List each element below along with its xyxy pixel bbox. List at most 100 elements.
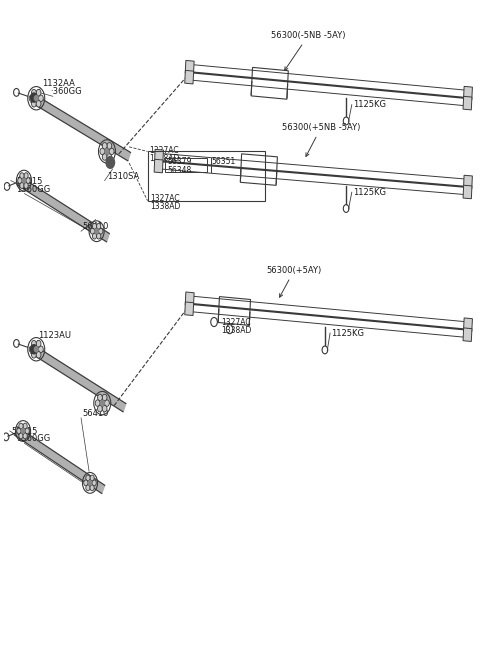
Text: 1132AA: 1132AA [42, 79, 75, 89]
Text: 1310SA: 1310SA [107, 171, 139, 181]
Circle shape [92, 480, 96, 486]
Circle shape [19, 423, 23, 429]
Circle shape [99, 228, 103, 234]
Polygon shape [185, 60, 194, 74]
Text: 56300(-5NB -5AY): 56300(-5NB -5AY) [271, 31, 346, 70]
Text: 56348: 56348 [168, 166, 192, 175]
Text: ·360GG: ·360GG [50, 87, 82, 97]
Text: 56300(+5NB -5AY): 56300(+5NB -5AY) [282, 123, 360, 156]
Polygon shape [154, 159, 163, 173]
Circle shape [97, 405, 102, 412]
Circle shape [90, 228, 95, 234]
Circle shape [19, 433, 23, 439]
Text: 1338AD: 1338AD [221, 326, 252, 335]
Circle shape [86, 485, 90, 491]
Circle shape [100, 401, 104, 405]
Text: 56410: 56410 [82, 222, 108, 231]
Circle shape [102, 154, 107, 160]
Polygon shape [31, 345, 126, 412]
Circle shape [24, 173, 28, 179]
Circle shape [31, 345, 37, 354]
Polygon shape [463, 97, 472, 110]
Text: 1125KG: 1125KG [332, 328, 364, 338]
Circle shape [102, 394, 107, 401]
Circle shape [32, 101, 36, 107]
Text: 1360GG: 1360GG [16, 185, 50, 194]
Circle shape [36, 340, 41, 347]
Circle shape [23, 423, 27, 429]
Circle shape [93, 223, 96, 229]
Circle shape [95, 400, 100, 407]
Text: 1338AD: 1338AD [150, 202, 181, 211]
Circle shape [17, 428, 21, 434]
Circle shape [18, 177, 22, 183]
Circle shape [88, 481, 92, 485]
Circle shape [96, 223, 101, 229]
Circle shape [38, 346, 43, 353]
Text: 56415: 56415 [11, 426, 37, 436]
Polygon shape [463, 185, 472, 199]
Polygon shape [185, 292, 194, 306]
Circle shape [22, 178, 25, 183]
Circle shape [38, 95, 43, 101]
Text: 56351: 56351 [212, 157, 236, 166]
Text: 1327AC: 1327AC [150, 194, 180, 204]
Circle shape [107, 143, 112, 149]
Circle shape [20, 183, 24, 189]
Circle shape [97, 394, 102, 401]
Circle shape [23, 433, 27, 439]
Circle shape [32, 340, 36, 347]
Text: 1123AU: 1123AU [38, 330, 71, 340]
Polygon shape [17, 177, 109, 242]
Circle shape [102, 405, 107, 412]
Polygon shape [185, 302, 193, 315]
Text: 1125KG: 1125KG [353, 188, 386, 197]
Circle shape [31, 93, 37, 102]
Text: 1327AC: 1327AC [149, 147, 179, 155]
Circle shape [36, 101, 41, 107]
Circle shape [20, 173, 24, 179]
Circle shape [35, 96, 38, 101]
Text: 56379: 56379 [168, 157, 192, 166]
Circle shape [29, 346, 34, 353]
Polygon shape [155, 149, 163, 163]
Circle shape [86, 475, 90, 481]
Polygon shape [464, 86, 472, 100]
Circle shape [35, 347, 38, 352]
Circle shape [105, 400, 109, 407]
Text: 1338AD: 1338AD [149, 154, 180, 163]
Text: 1327AC: 1327AC [221, 318, 251, 327]
Text: 1360GG: 1360GG [16, 434, 50, 443]
Polygon shape [185, 70, 193, 84]
Circle shape [90, 475, 94, 481]
Circle shape [84, 480, 88, 486]
Text: 56300(+5AY): 56300(+5AY) [266, 265, 322, 297]
Circle shape [102, 143, 107, 149]
Circle shape [93, 233, 96, 239]
Text: 1125KG: 1125KG [353, 101, 386, 109]
Polygon shape [14, 427, 105, 493]
Circle shape [106, 156, 115, 168]
Polygon shape [464, 175, 472, 189]
Circle shape [29, 95, 34, 101]
Circle shape [22, 429, 24, 433]
Circle shape [96, 233, 101, 239]
Text: 56410: 56410 [82, 409, 108, 418]
Circle shape [32, 351, 36, 358]
Circle shape [107, 154, 112, 160]
Circle shape [24, 183, 28, 189]
Circle shape [36, 351, 41, 358]
Polygon shape [31, 94, 131, 161]
Circle shape [105, 149, 109, 154]
Circle shape [100, 148, 105, 154]
Circle shape [36, 89, 41, 96]
Circle shape [90, 485, 94, 491]
Polygon shape [464, 318, 472, 332]
Circle shape [95, 229, 98, 233]
Circle shape [109, 148, 114, 154]
Text: 56415: 56415 [16, 177, 42, 186]
Circle shape [25, 428, 29, 434]
Polygon shape [463, 328, 472, 342]
Circle shape [26, 177, 30, 183]
Circle shape [32, 89, 36, 96]
